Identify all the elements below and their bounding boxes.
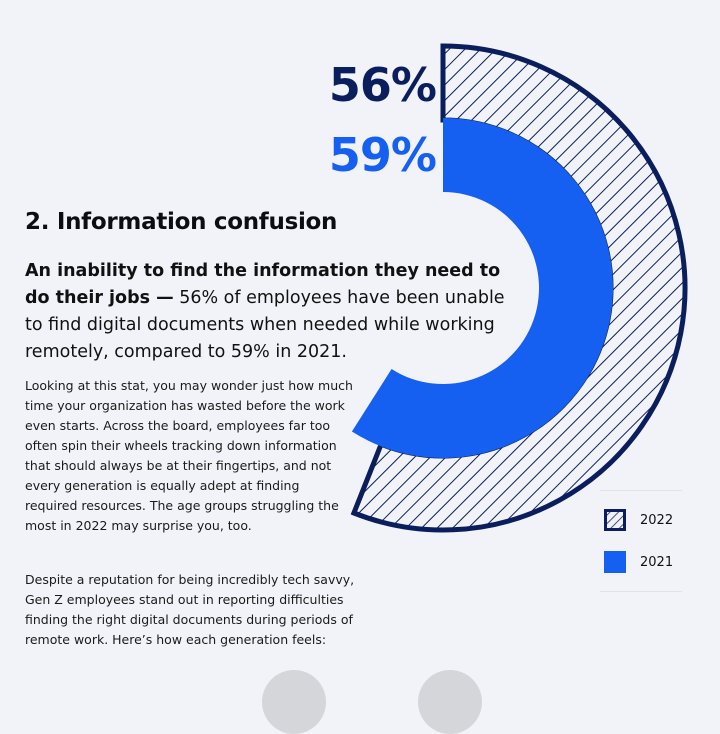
section-title: 2. Information confusion bbox=[25, 209, 338, 235]
avatar bbox=[262, 670, 326, 734]
legend-label-2021: 2021 bbox=[640, 554, 674, 570]
chart-legend: 2022 2021 bbox=[600, 490, 682, 592]
arc-2021 bbox=[351, 118, 614, 458]
stat-2021-value: 59% bbox=[328, 128, 437, 182]
legend-swatch-hatched bbox=[604, 509, 626, 531]
donut-chart bbox=[350, 43, 688, 533]
avatar bbox=[418, 670, 482, 734]
stat-2022-value: 56% bbox=[328, 58, 437, 112]
legend-label-2022: 2022 bbox=[640, 512, 674, 528]
lead-paragraph: An inability to find the information the… bbox=[25, 258, 515, 366]
legend-item-2021: 2021 bbox=[604, 551, 673, 573]
body-paragraph-1: Looking at this stat, you may wonder jus… bbox=[25, 378, 353, 533]
lead-text: 56% of employees have been unable to fin… bbox=[25, 288, 505, 362]
body-paragraph-2: Despite a reputation for being incredibl… bbox=[25, 572, 355, 647]
legend-swatch-solid bbox=[604, 551, 626, 573]
legend-item-2022: 2022 bbox=[604, 509, 673, 531]
lead-bold: An inability to find the information the… bbox=[25, 261, 501, 308]
